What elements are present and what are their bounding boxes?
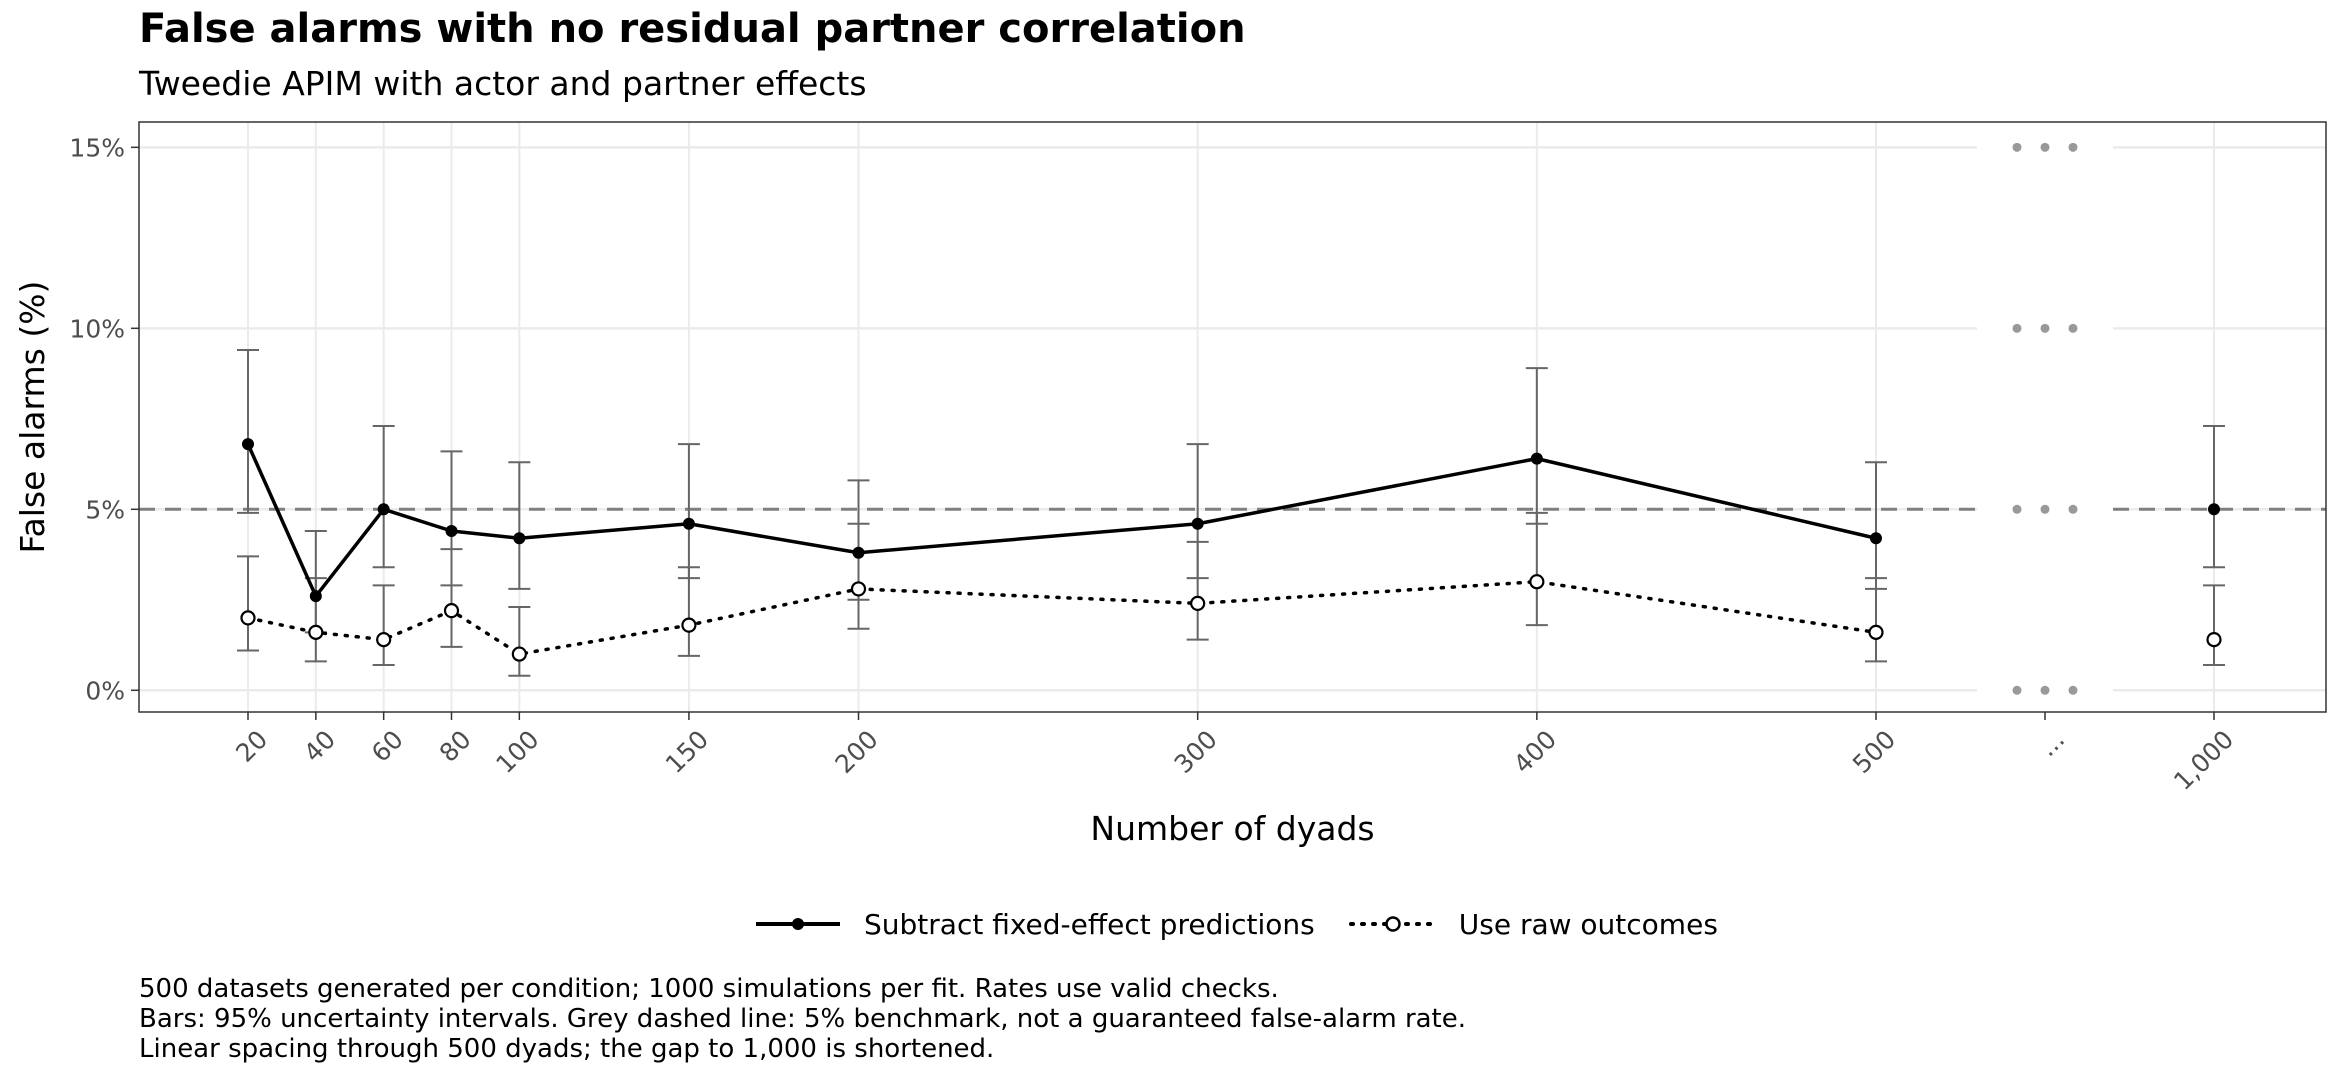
data-point (2208, 503, 2220, 516)
axis-break-dot (2068, 142, 2078, 152)
data-point (1529, 574, 1545, 590)
x-tick-label: 500 (1847, 725, 1901, 779)
series-line-2 (246, 579, 1878, 656)
series-line-1 (246, 443, 1877, 598)
data-point (240, 610, 256, 626)
x-tick-label: 150 (660, 725, 714, 779)
legend-label-subtract: Subtract fixed-effect predictions (864, 907, 1315, 941)
data-point (443, 603, 460, 619)
axis-break-dot (2040, 323, 2050, 333)
data-point (1191, 517, 1204, 530)
data-point (513, 532, 526, 545)
data-point (850, 581, 867, 597)
legend-label-raw: Use raw outcomes (1458, 907, 1718, 941)
legend-item-subtract: Subtract fixed-effect predictions (750, 904, 1315, 944)
axis-break-dot (2040, 504, 2050, 514)
caption-line-2: Bars: 95% uncertainty intervals. Grey da… (139, 1004, 1467, 1034)
x-tick-label: 40 (298, 725, 341, 768)
x-tick-label: 200 (830, 725, 884, 779)
x-tick-label: 80 (434, 725, 477, 768)
chart-subtitle: Tweedie APIM with actor and partner effe… (139, 64, 867, 103)
data-point (309, 590, 322, 603)
y-tick-label: 0% (85, 676, 125, 705)
x-tick-label: 400 (1508, 725, 1562, 779)
x-axis-title: Number of dyads (1090, 809, 1374, 848)
y-tick-label: 5% (85, 495, 125, 524)
legend-key-solid (756, 918, 840, 930)
plot-border (138, 121, 2327, 713)
chart-svg: 0% 5% 10% 15% 20 40 60 80 100 150 200 300 400 500... 1… (13, 121, 2327, 848)
chart-title: False alarms with no residual partner co… (139, 6, 1246, 52)
data-point (681, 617, 697, 633)
data-point (308, 624, 324, 640)
x-tick-label: 60 (366, 725, 409, 768)
x-tick-label: 20 (230, 725, 273, 768)
axis-break-dot (2012, 323, 2022, 333)
data-point (445, 525, 458, 538)
axis-break-dot (2068, 323, 2078, 333)
plot-panel (139, 122, 2326, 712)
data-point (2206, 632, 2222, 648)
axis-break-dot (2012, 504, 2022, 514)
x-tick-label: 300 (1169, 725, 1223, 779)
y-tick-label: 10% (69, 314, 125, 343)
caption: 500 datasets generated per condition; 10… (139, 974, 1466, 1064)
x-tick-label: 1,000 (2168, 725, 2239, 796)
data-point (1190, 595, 1206, 612)
data-point (852, 546, 865, 559)
y-axis-title: False alarms (%) (13, 281, 52, 554)
axis-break-dot (2068, 685, 2078, 695)
data-point (376, 632, 392, 648)
legend-item-raw: Use raw outcomes (1345, 904, 1718, 944)
x-tick-label: ... (2033, 725, 2070, 762)
data-point (1868, 624, 1884, 640)
data-point (1530, 452, 1543, 465)
legend-key-dotted (1348, 916, 1437, 932)
y-tick-label: 15% (69, 133, 125, 162)
axis-break-dot (2040, 142, 2050, 152)
axis-break-dot (2040, 685, 2050, 695)
legend: Subtract fixed-effect predictions Use ra… (750, 902, 1748, 946)
axis-break-dot (2012, 142, 2022, 152)
caption-line-1: 500 datasets generated per condition; 10… (139, 974, 1279, 1004)
axis-break-dot (2012, 685, 2022, 695)
data-point (242, 438, 254, 451)
axis-break-dot (2068, 504, 2078, 514)
data-point (377, 503, 390, 516)
data-point (1870, 532, 1882, 545)
caption-line-3: Linear spacing through 500 dyads; the ga… (139, 1034, 995, 1064)
data-point (682, 517, 695, 530)
data-point (511, 646, 527, 662)
x-tick-label: 100 (490, 725, 544, 779)
